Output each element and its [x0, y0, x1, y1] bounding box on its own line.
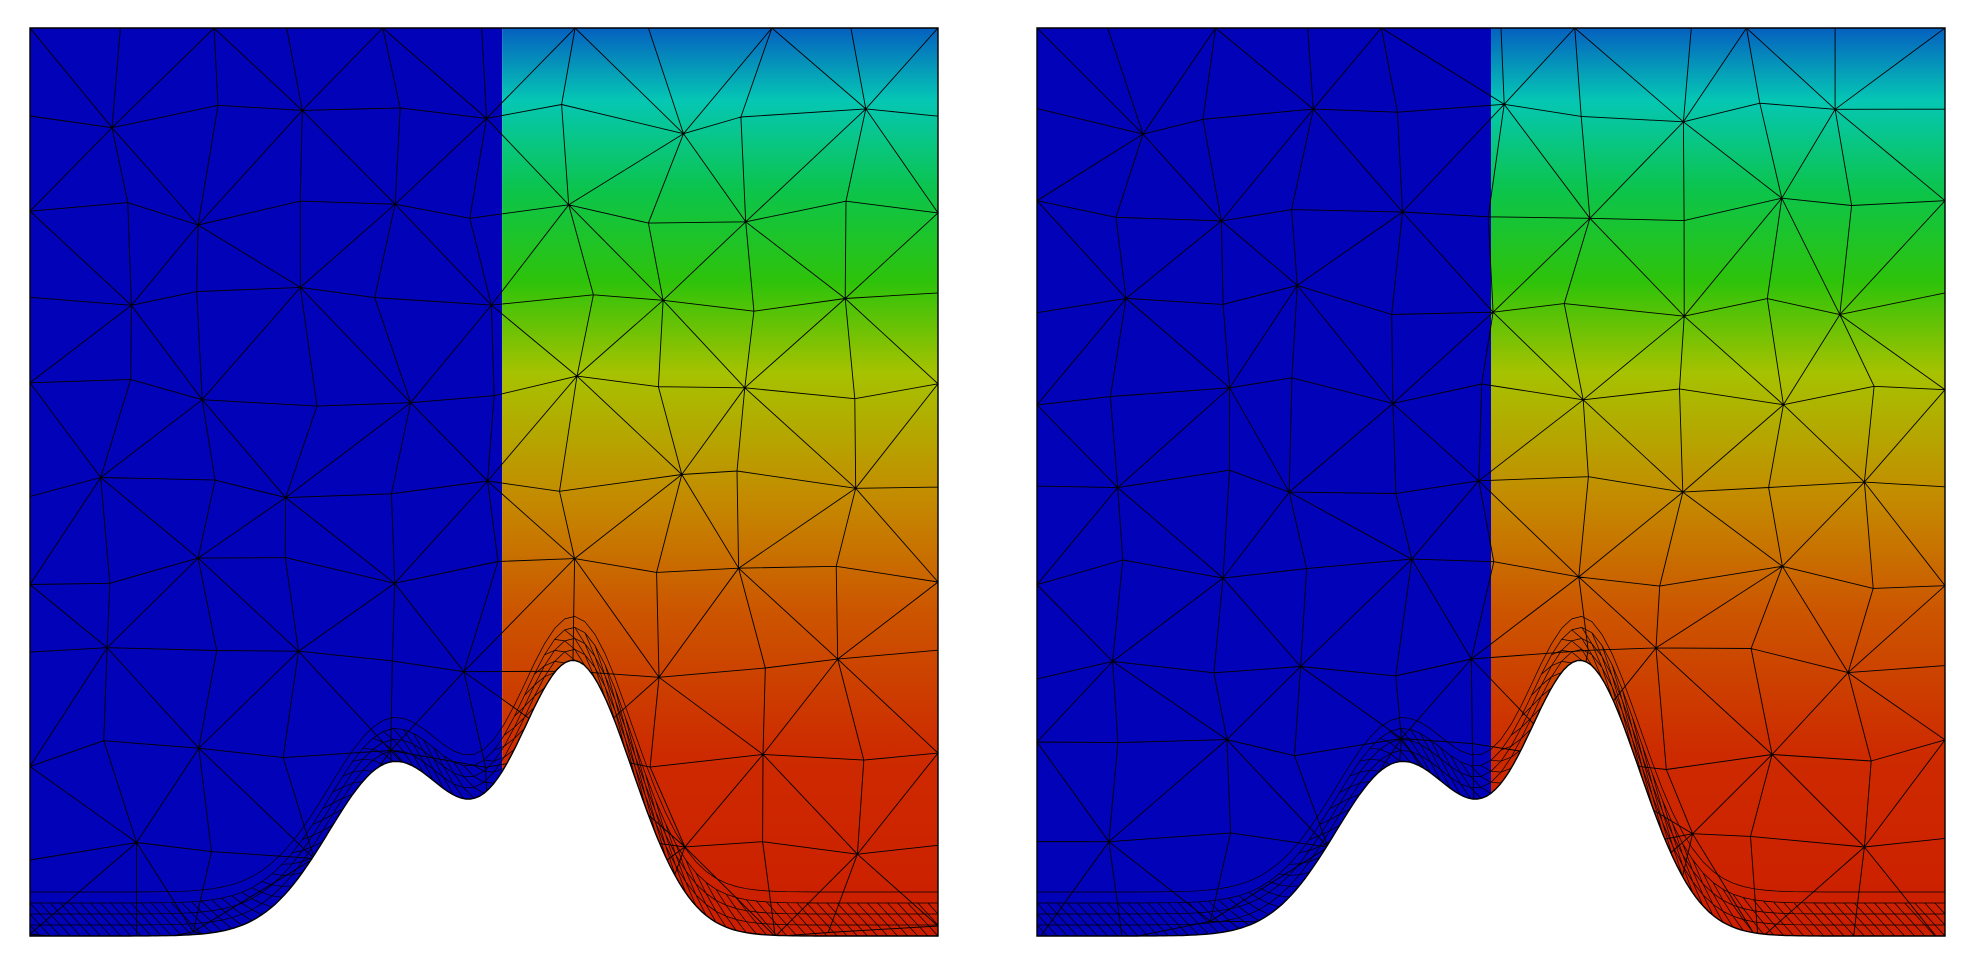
mesh-lines — [1037, 28, 1945, 936]
gradient-field-region — [1491, 28, 1945, 936]
refined-mesh-lines — [30, 616, 938, 936]
blue-field-region — [1037, 28, 1491, 936]
mesh-panel-left — [29, 27, 939, 937]
mesh-panel-right — [1036, 27, 1946, 937]
domain-outline — [29, 27, 939, 937]
mesh-lines — [30, 28, 938, 936]
refined-mesh-lines — [1037, 616, 1945, 936]
gradient-field-region — [502, 28, 938, 936]
domain-outline — [1036, 27, 1946, 937]
